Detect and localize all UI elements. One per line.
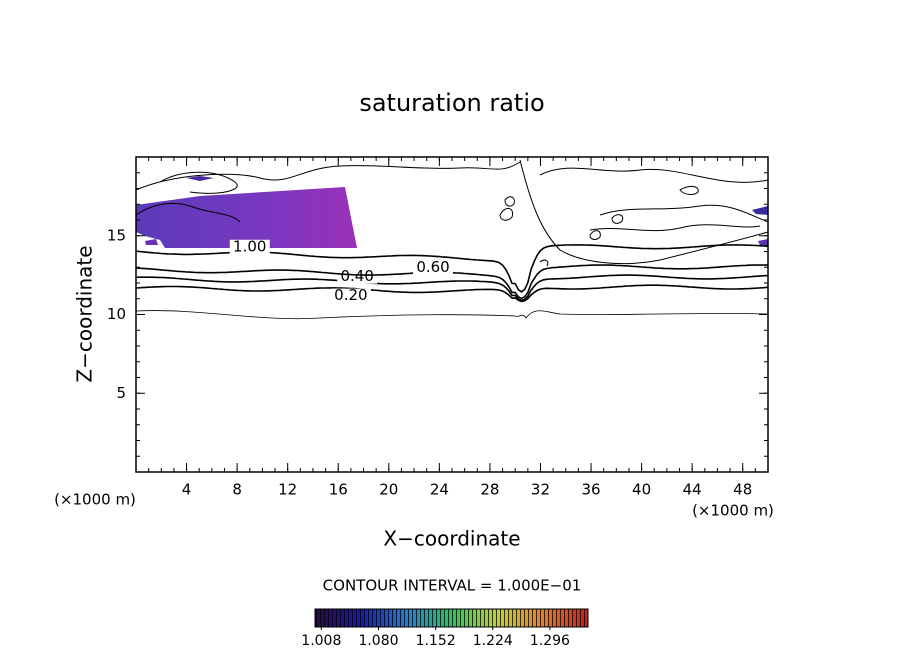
x-tick-label: 28 xyxy=(480,481,499,499)
colorbar-tick-label: 1.224 xyxy=(473,633,513,649)
x-tick-label: 4 xyxy=(182,481,192,499)
contour-label-bg xyxy=(337,269,378,284)
x-tick-label: 48 xyxy=(733,481,752,499)
y-unit-label: (×1000 m) xyxy=(54,491,136,509)
colorbar-frame xyxy=(314,608,589,628)
contour-label: 0.60 xyxy=(416,258,449,276)
chart-title: saturation ratio xyxy=(359,89,544,117)
colorbar-tick-label: 1.080 xyxy=(358,633,398,649)
x-tick-label: 44 xyxy=(683,481,702,499)
x-axis-label: X−coordinate xyxy=(383,527,520,551)
filled-region xyxy=(136,187,357,248)
contour-label-bg xyxy=(413,260,454,275)
y-tick-label: 5 xyxy=(116,384,126,402)
contour-label: 1.00 xyxy=(233,237,266,255)
contour-label-bg xyxy=(229,239,270,254)
x-tick-label: 8 xyxy=(232,481,242,499)
x-tick-label: 16 xyxy=(329,481,348,499)
x-tick-label: 40 xyxy=(632,481,651,499)
filled-region xyxy=(758,239,768,246)
contour-decor xyxy=(135,159,769,320)
x-tick-label: 12 xyxy=(278,481,297,499)
x-tick-label: 20 xyxy=(379,481,398,499)
contour-label: 0.40 xyxy=(340,267,373,285)
colorbar-tick-label: 1.296 xyxy=(530,633,570,649)
filled-region xyxy=(145,239,158,245)
x-tick-label: 24 xyxy=(430,481,449,499)
y-tick-label: 15 xyxy=(107,226,126,244)
contour-line xyxy=(135,284,769,303)
filled-region xyxy=(186,176,214,181)
contour-line xyxy=(135,274,769,302)
colorbar-tick-label: 1.152 xyxy=(416,633,456,649)
filled-region xyxy=(752,206,768,215)
contour-label: 0.20 xyxy=(334,286,367,304)
colorbar-stripes xyxy=(315,609,588,627)
y-axis-label: Z−coordinate xyxy=(73,245,97,382)
x-unit-label: (×1000 m) xyxy=(692,502,774,520)
y-tick-label: 10 xyxy=(107,305,126,323)
colorbar-tick-label: 1.008 xyxy=(301,633,341,649)
annotation: CONTOUR INTERVAL = 1.000E−01 xyxy=(323,577,582,595)
x-tick-label: 32 xyxy=(531,481,550,499)
x-tick-label: 36 xyxy=(581,481,600,499)
contour-label-bg xyxy=(330,288,371,303)
